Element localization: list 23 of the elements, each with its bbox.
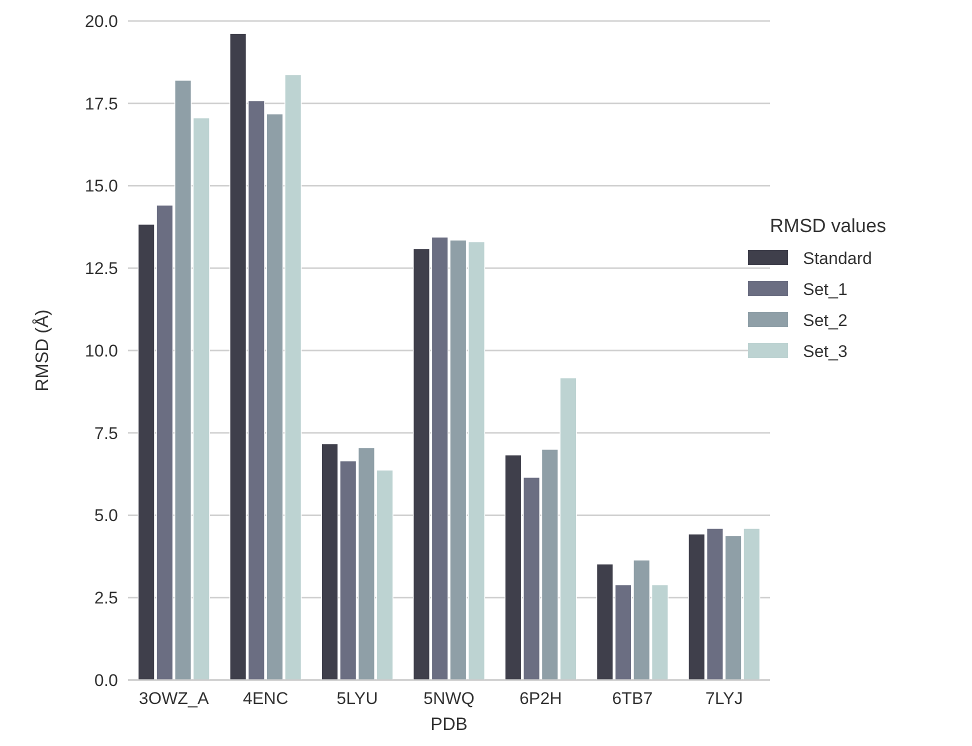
y-tick-label: 12.5 [84, 259, 118, 278]
y-axis-title: RMSD (Å) [32, 310, 52, 392]
legend-label: Set_1 [803, 280, 848, 299]
x-tick-label: 7LYJ [705, 689, 743, 708]
y-tick-label: 15.0 [84, 176, 118, 196]
legend-title: RMSD values [770, 216, 886, 237]
x-axis-title: PDB [430, 714, 468, 734]
x-tick-label: 4ENC [242, 689, 288, 708]
x-tick-label: 5NWQ [424, 689, 474, 708]
y-tick-label: 17.5 [84, 94, 118, 114]
y-tick-label: 20.0 [84, 12, 118, 31]
y-tick-label: 5.0 [94, 506, 118, 526]
y-tick-label: 0.0 [94, 670, 118, 690]
y-tick-label: 10.0 [84, 341, 118, 360]
y-tick-label: 2.5 [94, 588, 118, 608]
x-tick-label: 6TB7 [612, 689, 653, 708]
y-tick-label: 7.5 [94, 424, 118, 443]
legend-label: Set_3 [803, 342, 848, 361]
legend-label: Set_2 [803, 310, 848, 330]
x-tick-label: 3OWZ_A [138, 689, 210, 708]
x-tick-label: 6P2H [519, 689, 562, 708]
legend-label: Standard [803, 248, 872, 268]
x-tick-label: 5LYU [336, 689, 378, 708]
